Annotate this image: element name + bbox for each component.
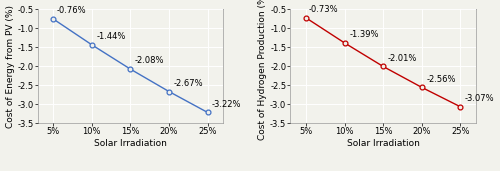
Text: -3.22%: -3.22% (212, 100, 241, 109)
Text: -1.39%: -1.39% (349, 30, 378, 39)
Y-axis label: Cost of Hydrogen Production (%): Cost of Hydrogen Production (%) (258, 0, 268, 140)
Text: -2.56%: -2.56% (426, 75, 456, 84)
Text: -2.08%: -2.08% (135, 56, 164, 65)
X-axis label: Solar Irradiation: Solar Irradiation (94, 139, 167, 148)
Text: -3.07%: -3.07% (464, 94, 494, 103)
Text: -2.01%: -2.01% (388, 54, 417, 63)
Text: -0.73%: -0.73% (308, 5, 338, 14)
Text: -2.67%: -2.67% (174, 79, 204, 88)
X-axis label: Solar Irradiation: Solar Irradiation (346, 139, 420, 148)
Text: -0.76%: -0.76% (56, 6, 86, 15)
Text: -1.44%: -1.44% (96, 32, 126, 41)
Y-axis label: Cost of Energy from PV (%): Cost of Energy from PV (%) (6, 5, 15, 128)
